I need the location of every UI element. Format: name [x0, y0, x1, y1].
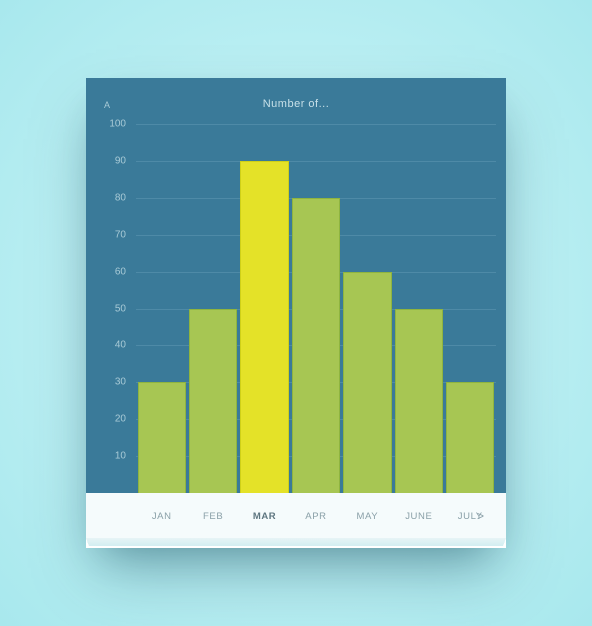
bar-slot [393, 124, 444, 493]
bar-slot [187, 124, 238, 493]
y-tick-label: 80 [98, 192, 126, 203]
y-tick-label: 40 [98, 340, 126, 351]
chart-card: Number of... A 100 90 80 70 60 50 40 30 20 10 JAN… [86, 78, 506, 548]
x-axis-bar: JANFEBMARAPRMAYJUNEJULY > [86, 493, 506, 539]
y-tick-label: 70 [98, 229, 126, 240]
chart-plot-area: Number of... A 100 90 80 70 60 50 40 30 20 10 [86, 78, 506, 493]
bar-slot [445, 124, 496, 493]
y-tick-label: 90 [98, 155, 126, 166]
bar-slot [290, 124, 341, 493]
bar-slot [342, 124, 393, 493]
bar-slot [136, 124, 187, 493]
bar[interactable] [240, 161, 288, 493]
y-tick-label: 30 [98, 377, 126, 388]
bar[interactable] [343, 272, 391, 493]
next-page-button[interactable]: > [471, 505, 490, 527]
y-tick-label: 60 [98, 266, 126, 277]
chevron-right-icon: > [477, 509, 484, 523]
card-bevel [86, 538, 506, 546]
x-axis-label[interactable]: JUNE [393, 511, 444, 522]
y-tick-label: 10 [98, 451, 126, 462]
x-axis-label[interactable]: MAY [342, 511, 393, 522]
y-tick-label: 20 [98, 414, 126, 425]
bar[interactable] [189, 309, 237, 494]
y-tick-label: 50 [98, 303, 126, 314]
chart-bars [136, 124, 496, 493]
x-axis-label[interactable]: FEB [187, 511, 238, 522]
y-tick-label: 100 [98, 119, 126, 130]
bar[interactable] [446, 382, 494, 493]
x-axis-labels: JANFEBMARAPRMAYJUNEJULY [136, 511, 496, 522]
bar[interactable] [138, 382, 186, 493]
bar-slot [239, 124, 290, 493]
x-axis-label[interactable]: MAR [239, 511, 290, 522]
y-axis-symbol: A [104, 100, 110, 110]
bar[interactable] [292, 198, 340, 493]
bar[interactable] [395, 309, 443, 494]
chart-title: Number of... [86, 98, 506, 110]
x-axis-label[interactable]: JAN [136, 511, 187, 522]
x-axis-label[interactable]: APR [290, 511, 341, 522]
